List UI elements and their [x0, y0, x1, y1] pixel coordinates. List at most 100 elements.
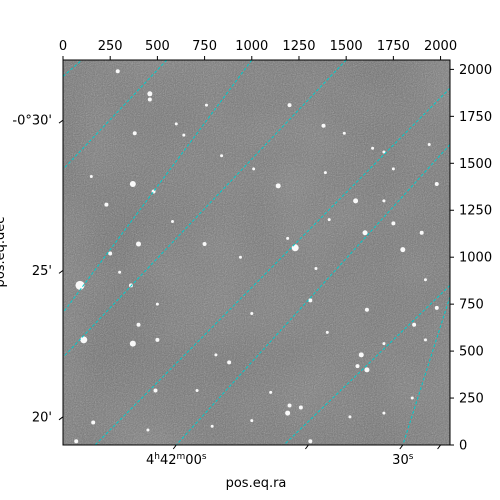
- star-point: [91, 420, 96, 425]
- star-point: [287, 103, 292, 108]
- dec-grid-line: [63, 60, 253, 314]
- star-point: [147, 97, 152, 102]
- ra-tick-unit: h: [154, 452, 160, 462]
- top-tick-label: 1250: [282, 39, 315, 54]
- star-point: [391, 167, 395, 171]
- star-point: [118, 270, 122, 274]
- dec-tick-mark: [58, 119, 64, 124]
- right-tick-label: 750: [459, 298, 484, 313]
- star-point: [250, 419, 254, 423]
- right-tick-label: 1500: [459, 157, 492, 172]
- top-tick-label: 1000: [235, 39, 268, 54]
- star-point: [269, 390, 273, 394]
- top-tick-label: 1750: [377, 39, 410, 54]
- top-pixel-axis: 0 250 500 750 1000 1250 1500 1750 2000: [59, 39, 457, 60]
- star-point: [285, 410, 291, 416]
- star-point: [412, 322, 417, 327]
- ra-tick-label: 30s: [392, 452, 414, 468]
- star-point: [382, 150, 386, 154]
- star-point: [89, 174, 93, 178]
- star-point: [155, 337, 160, 342]
- ra-grid-line: [94, 87, 450, 445]
- star-point: [382, 342, 386, 346]
- star-point: [423, 338, 427, 342]
- star-point: [108, 251, 113, 256]
- ra-minor-tick-mark: [437, 444, 441, 450]
- star-point: [434, 305, 439, 310]
- star-point: [364, 307, 369, 312]
- star-point: [410, 396, 414, 400]
- star-point: [382, 199, 386, 203]
- star-point: [427, 143, 431, 147]
- star-point: [80, 336, 88, 344]
- star-point: [204, 103, 208, 107]
- right-tick-label: 500: [459, 345, 484, 360]
- right-tick-label: 0: [459, 439, 467, 454]
- ra-tick-unit: s: [202, 452, 207, 462]
- star-point: [174, 122, 178, 126]
- ra-tick-label: 4h42m00s: [146, 452, 207, 468]
- star-point: [195, 389, 199, 393]
- star-point: [286, 236, 290, 240]
- star-point: [308, 298, 313, 303]
- star-point: [214, 353, 218, 357]
- dec-tick-mark: [58, 269, 64, 274]
- star-point: [170, 220, 174, 224]
- star-point: [358, 352, 364, 358]
- top-tick-label: 250: [98, 39, 123, 54]
- star-point: [314, 266, 318, 270]
- dec-tick-label: 20': [32, 410, 52, 425]
- star-point: [275, 183, 281, 189]
- star-point: [434, 181, 439, 186]
- star-point: [382, 411, 386, 415]
- ra-axis: 4h42m00s 30s: [146, 444, 441, 468]
- star-point: [115, 69, 120, 74]
- star-point: [323, 171, 327, 175]
- star-point: [327, 218, 331, 222]
- plot-frame: [62, 59, 451, 446]
- ra-tick-value: 30: [392, 453, 409, 468]
- star-point: [252, 167, 256, 171]
- plot-area: [63, 60, 450, 445]
- star-point: [342, 131, 346, 135]
- ra-tick-value: 00: [185, 453, 202, 468]
- ra-tick-unit: s: [409, 452, 414, 462]
- dec-tick-label: 25': [32, 264, 52, 279]
- ra-tick-mark: [399, 444, 404, 450]
- top-tick-label: 750: [192, 39, 217, 54]
- star-point: [355, 364, 360, 369]
- star-point: [423, 278, 427, 282]
- right-tick-label: 1000: [459, 251, 492, 266]
- star-point: [291, 244, 299, 252]
- star-point: [325, 330, 329, 334]
- top-tick-label: 2000: [424, 39, 457, 54]
- sky-noise: [63, 60, 450, 445]
- star-point: [146, 428, 150, 432]
- star-point: [136, 241, 142, 247]
- star-point: [147, 91, 153, 97]
- y-axis-title: pos.eq.dec: [0, 217, 8, 288]
- star-point: [220, 154, 224, 158]
- ra-grid-line: [283, 285, 450, 445]
- right-tick-label: 250: [459, 392, 484, 407]
- star-point: [321, 123, 326, 128]
- star-point: [132, 131, 137, 136]
- ra-tick-unit: m: [177, 452, 186, 462]
- star-point: [353, 198, 359, 204]
- x-axis-title: pos.eq.ra: [226, 476, 287, 491]
- star-point: [155, 302, 159, 306]
- right-pixel-axis: 0 250 500 750 1000 1250 1500 1750 2000: [450, 63, 492, 454]
- star-point: [129, 340, 136, 347]
- ra-tick-value: 42: [160, 453, 177, 468]
- dec-tick-mark: [58, 416, 64, 421]
- star-point: [419, 230, 424, 235]
- star-point: [362, 230, 368, 236]
- top-tick-label: 1500: [330, 39, 363, 54]
- star-point: [129, 180, 136, 187]
- star-point: [371, 146, 375, 150]
- top-tick-label: 0: [59, 39, 67, 54]
- star-point: [202, 242, 207, 247]
- ra-tick-mark: [172, 444, 177, 450]
- star-point: [391, 221, 396, 226]
